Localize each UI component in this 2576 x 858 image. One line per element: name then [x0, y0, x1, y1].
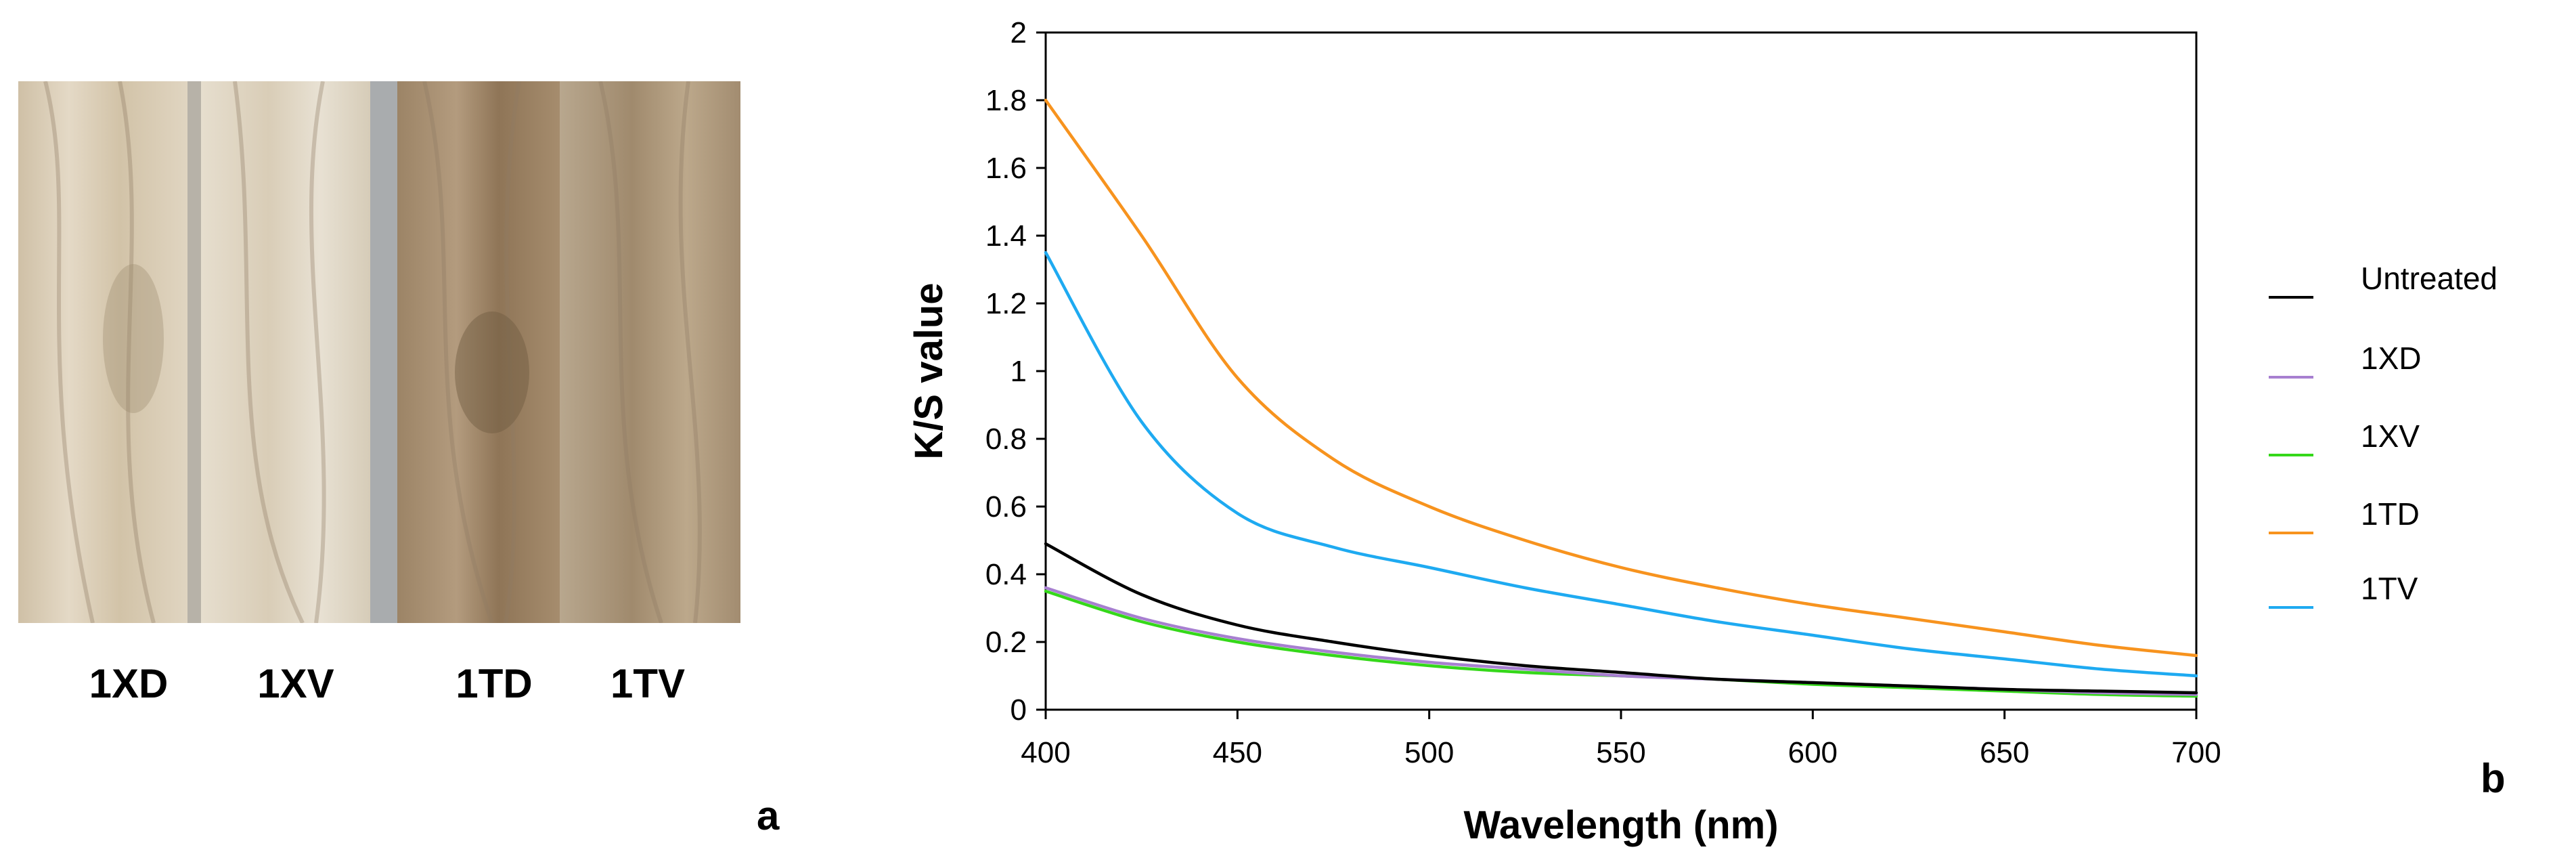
series-line-untreated	[1044, 542, 2198, 695]
x-tick-label: 550	[1596, 736, 1645, 769]
x-tick-label: 600	[1788, 736, 1838, 769]
swatch-1tv	[560, 81, 740, 623]
y-tick-label: 1	[1011, 355, 1027, 388]
x-tick-label: 400	[1021, 736, 1070, 769]
fabric-samples-photo	[18, 81, 740, 623]
x-tick-label: 700	[2171, 736, 2221, 769]
sample-label-1tv: 1TV	[610, 661, 686, 706]
y-tick-label: 0	[1011, 693, 1027, 727]
series-line-1xv	[1044, 589, 2198, 698]
swatch-1xv	[201, 81, 370, 623]
series-line-1td	[1044, 98, 2198, 658]
y-tick-label: 0.6	[985, 490, 1027, 523]
series-line-1tv	[1044, 251, 2198, 678]
y-tick-label: 0.2	[985, 626, 1027, 659]
sample-label-1td: 1TD	[456, 661, 533, 706]
x-tick-label: 450	[1213, 736, 1262, 769]
legend-label-untreated: Untreated	[2361, 261, 2497, 296]
legend-label-1tv: 1TV	[2361, 571, 2418, 606]
sample-label-1xv: 1XV	[257, 661, 334, 706]
legend-label-1xd: 1XD	[2361, 341, 2421, 376]
legend-label-1td: 1TD	[2361, 496, 2420, 532]
panel-letter-a: a	[757, 793, 780, 838]
y-tick-label: 0.8	[985, 423, 1027, 456]
plot-frame	[1044, 31, 2198, 711]
y-tick-label: 1.4	[985, 219, 1027, 253]
y-axis-title: K/S value	[907, 282, 951, 459]
panel-letter-b: b	[2481, 756, 2506, 801]
sample-label-1xd: 1XD	[89, 661, 169, 706]
swatch-gap	[370, 81, 397, 623]
ks-line-chart: 0 0.2 0.4 0.6 0.8 1 1.2 1.4 1.6 1.8 2 400 450 500 550 6…	[907, 16, 2497, 847]
legend-label-1xv: 1XV	[2361, 419, 2420, 454]
y-tick-label: 1.6	[985, 152, 1027, 185]
x-tick-label: 650	[1980, 736, 2029, 769]
y-tick-label: 1.2	[985, 287, 1027, 320]
y-tick-label: 1.8	[985, 84, 1027, 117]
y-tick-label: 0.4	[985, 558, 1027, 591]
x-axis-title: Wavelength (nm)	[1463, 803, 1778, 847]
y-tick-label: 2	[1011, 16, 1027, 49]
swatch-1xd	[18, 81, 187, 623]
swatch-1td	[397, 81, 567, 623]
x-tick-label: 500	[1404, 736, 1454, 769]
